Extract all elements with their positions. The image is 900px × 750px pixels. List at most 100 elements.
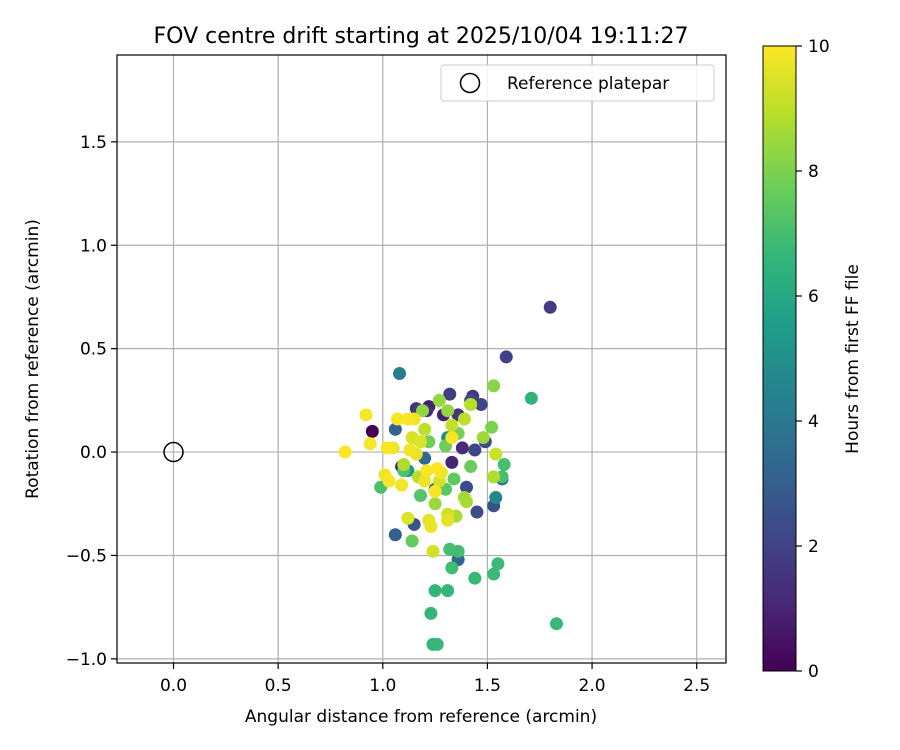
y-tick-label: 0.0 [80,443,107,463]
legend-entry-reference-platepar: Reference platepar [507,74,669,94]
colorbar-tick-label: 2 [808,537,819,557]
data-point [365,424,379,438]
data-point [430,462,444,476]
data-point [489,491,503,505]
data-point [445,455,459,469]
data-point [430,637,444,651]
colorbar-tick-label: 6 [808,287,819,307]
reference-platepar-marker [163,441,184,463]
y-tick-label: 1.5 [80,133,107,153]
colorbar-ticks: 0 2 4 6 8 10 [796,37,830,682]
y-tick-label: 1.0 [80,236,107,256]
data-point [468,443,482,457]
data-point [441,513,455,527]
data-point [445,418,459,432]
x-tick-label: 1.5 [474,676,501,696]
data-point [428,497,442,511]
data-point [416,404,430,418]
data-point [428,584,442,598]
colorbar: 0 2 4 6 8 10 Hours from first FF file [762,37,863,682]
data-point [474,397,488,411]
colorbar-tick-label: 4 [808,412,819,432]
data-point [401,412,415,426]
data-point [388,422,402,436]
x-axis-label: Angular distance from reference (arcmin) [245,707,597,727]
data-point [426,544,440,558]
data-points [338,300,563,651]
data-point [338,445,352,459]
data-point [441,584,455,598]
legend: Reference platepar [440,64,715,102]
data-point [403,443,417,457]
data-point [441,404,455,418]
data-point [459,495,473,509]
data-point [487,470,501,484]
data-point [455,441,469,455]
grid-lines [117,55,726,663]
data-point [418,422,432,436]
x-tick-label: 0.0 [160,676,187,696]
data-point [428,484,442,498]
x-tick-label: 0.5 [265,676,292,696]
data-point [390,412,404,426]
data-point [489,447,503,461]
colorbar-label: Hours from first FF file [843,264,863,454]
data-point [401,511,415,525]
legend-box [440,64,715,102]
data-point [524,391,538,405]
data-point [393,366,407,380]
colorbar-tick-label: 0 [808,662,819,682]
data-point [464,397,478,411]
y-tick-label: 0.5 [80,340,107,360]
x-tick-label: 1.0 [369,676,396,696]
y-axis-label: Rotation from reference (arcmin) [23,219,43,499]
data-point [464,460,478,474]
data-point [487,567,501,581]
data-point [457,412,471,426]
data-point [459,480,473,494]
data-point [443,542,457,556]
data-point [413,488,427,502]
data-point [487,379,501,393]
y-tick-label: −1.0 [66,650,107,670]
data-point [359,408,373,422]
data-point [380,441,394,455]
data-point [424,606,438,620]
data-point [432,393,446,407]
data-point [549,617,563,631]
data-point [405,534,419,548]
data-point [397,457,411,471]
data-point [445,431,459,445]
chart-title: FOV centre drift starting at 2025/10/04 … [154,24,689,49]
y-tick-label: −0.5 [66,546,107,566]
x-axis-ticks: 0.0 0.5 1.0 1.5 2.0 2.5 [160,663,710,696]
data-point [424,520,438,534]
data-point [543,300,557,314]
data-point [443,387,457,401]
data-point [388,528,402,542]
data-point [485,420,499,434]
data-point [413,435,427,449]
colorbar-tick-label: 8 [808,162,819,182]
x-tick-label: 2.5 [683,676,710,696]
data-point [497,457,511,471]
reference-point [163,441,184,463]
data-point [445,561,459,575]
y-axis-ticks: −1.0 −0.5 0.0 0.5 1.0 1.5 [66,133,117,670]
data-point [468,571,482,585]
data-point [491,557,505,571]
data-point [363,437,377,451]
x-tick-label: 2.0 [579,676,606,696]
data-point [420,464,434,478]
axes-frame [116,54,727,664]
colorbar-gradient [762,45,797,672]
data-point [418,474,432,488]
colorbar-tick-label: 10 [808,37,830,57]
data-point [395,478,409,492]
data-point [470,505,484,519]
data-point [499,350,513,364]
data-point [447,472,461,486]
legend-reference-marker [459,72,481,94]
data-point [382,474,396,488]
